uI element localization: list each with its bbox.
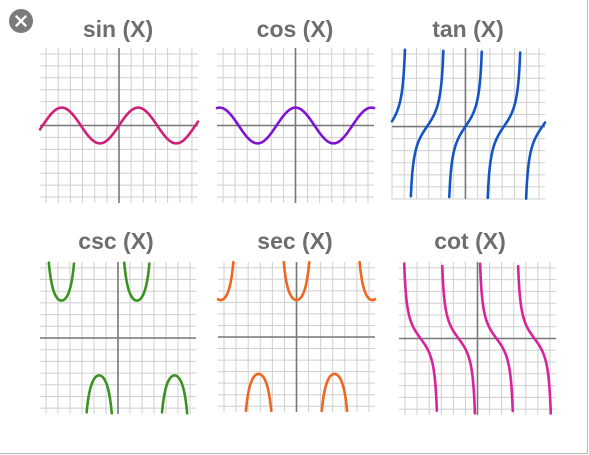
sec-curve: [216, 260, 377, 413]
csc-chart-title: csc (X): [78, 228, 154, 254]
sec-chart: [216, 260, 377, 413]
cos-chart-title: cos (X): [256, 16, 334, 42]
sin-curve: [38, 106, 200, 145]
close-icon: [15, 15, 27, 27]
cot-chart: [399, 262, 556, 415]
cos-chart: [215, 48, 376, 203]
cos-curve: [215, 106, 376, 145]
tan-curve: [390, 48, 547, 200]
csc-curve: [47, 261, 189, 415]
tan-chart-title: tan (X): [432, 16, 504, 42]
sin-chart: [38, 48, 200, 203]
sec-chart-title: sec (X): [257, 228, 333, 254]
close-button[interactable]: [9, 9, 33, 33]
csc-chart: [40, 261, 196, 415]
sin-chart-title: sin (X): [82, 16, 154, 42]
tan-chart: [390, 48, 547, 200]
cot-chart-title: cot (X): [434, 228, 506, 254]
